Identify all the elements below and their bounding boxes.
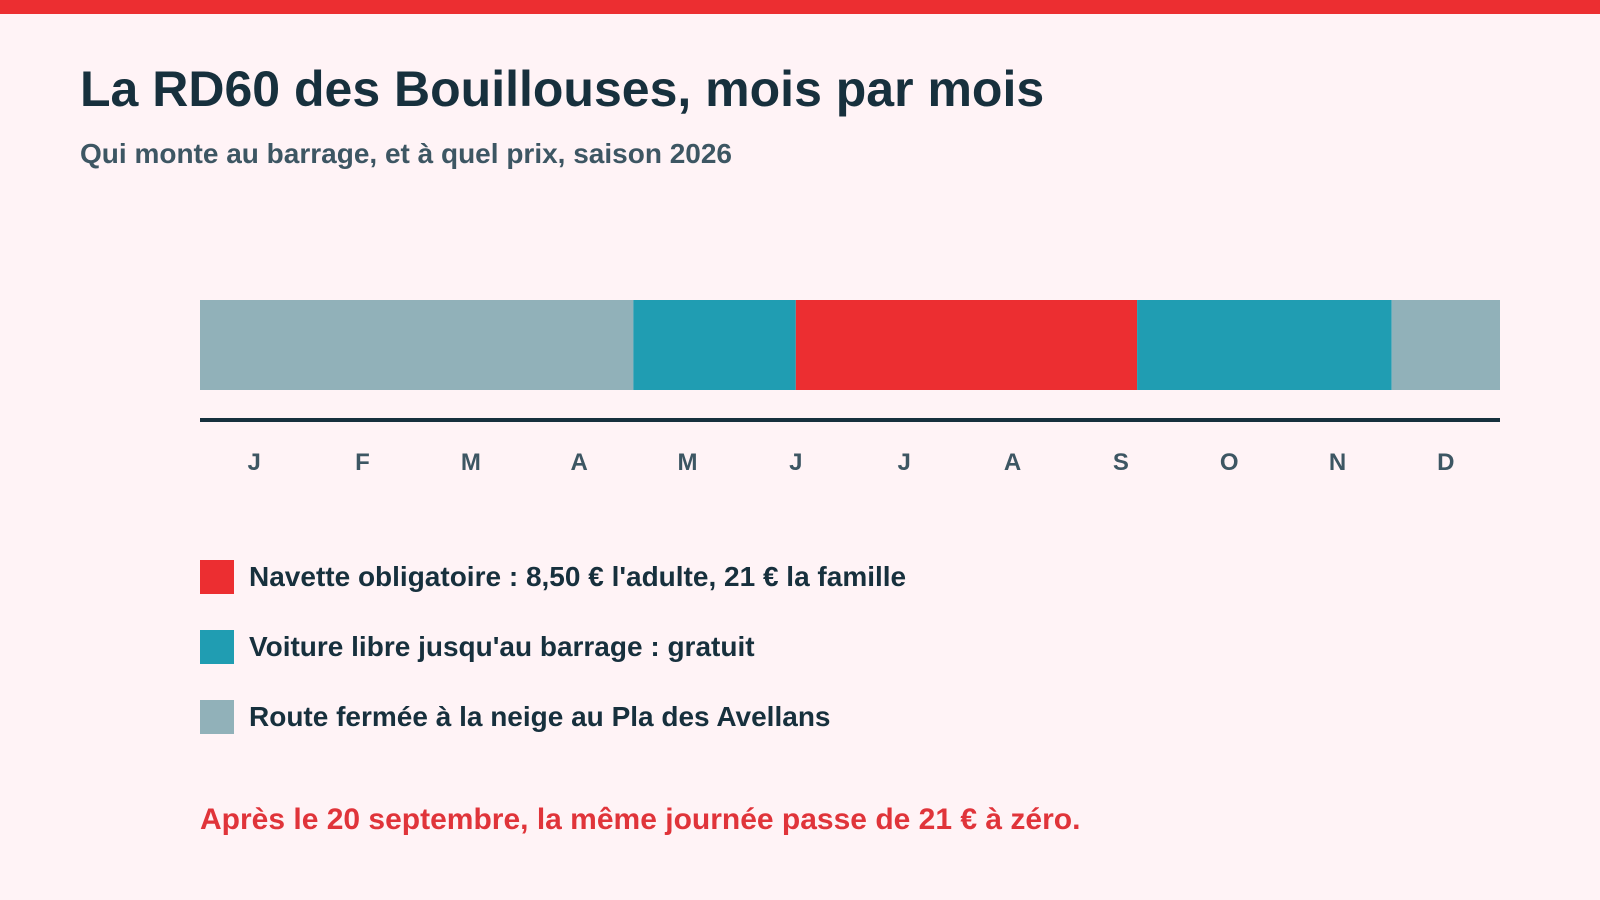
legend-item-closed: Route fermée à la neige au Pla des Avell… xyxy=(200,700,906,734)
segment-closed-0 xyxy=(200,300,634,390)
annotation-note: Après le 20 septembre, la même journée p… xyxy=(200,803,1081,836)
legend-label-closed: Route fermée à la neige au Pla des Avell… xyxy=(249,701,831,732)
chart-title: La RD60 des Bouillouses, mois par mois xyxy=(80,61,1045,117)
legend-item-shuttle: Navette obligatoire : 8,50 € l'adulte, 2… xyxy=(200,560,906,594)
legend: Navette obligatoire : 8,50 € l'adulte, 2… xyxy=(200,560,906,770)
legend-swatch-closed xyxy=(200,700,234,734)
legend-swatch-free xyxy=(200,630,234,664)
top-accent-bar xyxy=(0,0,1600,14)
segment-free-3 xyxy=(1137,300,1392,390)
month-label-4: A xyxy=(570,449,587,476)
month-label-8: A xyxy=(1004,449,1021,476)
segment-closed-4 xyxy=(1391,300,1500,390)
segment-shuttle-2 xyxy=(795,300,1138,390)
month-label-10: O xyxy=(1220,449,1239,476)
timeline-segments xyxy=(200,300,1500,390)
segment-free-1 xyxy=(633,300,796,390)
month-label-12: D xyxy=(1437,449,1454,476)
month-label-3: M xyxy=(461,449,481,476)
month-label-11: N xyxy=(1329,449,1346,476)
legend-swatch-shuttle xyxy=(200,560,234,594)
month-label-7: J xyxy=(897,449,910,476)
month-label-9: S xyxy=(1113,449,1129,476)
month-label-1: J xyxy=(247,449,260,476)
legend-label-free: Voiture libre jusqu'au barrage : gratuit xyxy=(249,631,755,662)
chart-subtitle: Qui monte au barrage, et à quel prix, sa… xyxy=(80,138,732,169)
month-label-6: J xyxy=(789,449,802,476)
month-label-2: F xyxy=(355,449,370,476)
legend-item-free: Voiture libre jusqu'au barrage : gratuit xyxy=(200,630,906,664)
legend-label-shuttle: Navette obligatoire : 8,50 € l'adulte, 2… xyxy=(249,561,907,592)
month-label-5: M xyxy=(678,449,698,476)
